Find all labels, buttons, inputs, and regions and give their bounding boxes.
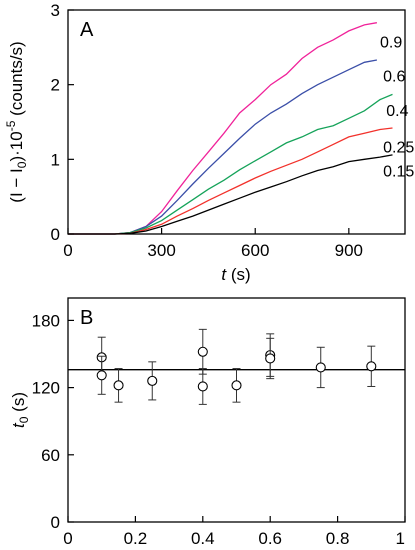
- panel-b-x-tick-label: 0.2: [124, 529, 148, 548]
- panel-a-frame: [67, 9, 406, 235]
- panel-a-x-axis-var: t: [221, 265, 227, 284]
- panel-b-x-tick-label: 0.4: [191, 529, 215, 548]
- data-point: [113, 380, 124, 391]
- series-line-0.15: [68, 154, 393, 235]
- panel-a-y-ticks: 0 1 2 3: [51, 1, 74, 244]
- panel-b-y-label-sub: 0: [17, 416, 31, 423]
- series-label-0.4: 0.4: [386, 103, 408, 120]
- data-point: [231, 380, 242, 391]
- panel-a-x-axis-label: t (s): [221, 265, 250, 284]
- series-label-0.6: 0.6: [383, 69, 405, 86]
- panel-a-y-tick-label: 0: [51, 225, 60, 244]
- panel-b-y-label-unit: (s): [9, 392, 28, 417]
- data-point: [366, 361, 377, 372]
- panel-a-y-tick-label: 1: [51, 150, 60, 169]
- data-point: [265, 353, 276, 364]
- panel-a-series-group: 0.9 0.6 0.4 0.25 0.15: [68, 22, 414, 235]
- panel-b-x-tick-label: 0.6: [258, 529, 282, 548]
- panel-a-x-tick-label: 0: [63, 241, 72, 260]
- panel-b-points-group: [68, 328, 405, 405]
- series-label-0.9: 0.9: [380, 34, 402, 51]
- panel-a: A 0.9 0.6 0.4 0.25 0.15 0 300 600 900 0 1 2 3 t (s…: [4, 1, 414, 284]
- panel-a-x-tick-label: 900: [335, 241, 363, 260]
- panel-a-y-axis-label: (I − I0)·10-5 (counts/s): [4, 41, 29, 202]
- panel-a-y-label-part-a: (I: [7, 192, 26, 202]
- panel-a-y-tick-label: 3: [51, 1, 60, 20]
- panel-a-y-tick-label: 2: [51, 76, 60, 95]
- panel-b-y-label-var: t: [9, 422, 28, 428]
- panel-b-y-tick-label: 60: [41, 446, 60, 465]
- data-point: [197, 381, 208, 392]
- panel-b-y-tick-label: 180: [32, 311, 60, 330]
- panel-b-x-tick-label: 0.8: [326, 529, 350, 548]
- panel-a-x-tick-label: 300: [147, 241, 175, 260]
- panel-b-y-tick-label: 120: [32, 379, 60, 398]
- series-label-0.25: 0.25: [383, 140, 414, 157]
- series-line-0.4: [68, 93, 393, 235]
- panel-b-x-tick-label: 1: [396, 529, 405, 548]
- panel-a-y-label-sub: 0: [15, 161, 29, 168]
- panel-b-y-ticks: 0 60 120 180: [32, 311, 74, 532]
- panel-a-x-axis-unit: (s): [226, 265, 251, 284]
- panel-a-y-label-part-b: − I: [7, 168, 26, 192]
- panel-b-x-ticks: 0 0.2 0.4 0.6 0.8 1: [63, 516, 406, 548]
- panel-b-y-tick-label: 0: [51, 513, 60, 532]
- data-point: [197, 346, 208, 357]
- data-point: [96, 370, 107, 381]
- series-line-0.25: [68, 127, 393, 235]
- panel-a-letter: A: [80, 19, 94, 41]
- panel-b-frame: [67, 297, 406, 523]
- series-line-0.6: [68, 59, 378, 235]
- panel-b-letter: B: [80, 307, 93, 329]
- panel-a-x-ticks: 0 300 600 900: [63, 228, 363, 260]
- panel-b-y-axis-label: t0 (s): [9, 392, 31, 428]
- panel-a-y-label-exp: -5: [4, 120, 18, 131]
- panel-a-y-label-part-d: (counts/s): [7, 41, 26, 120]
- series-label-0.15: 0.15: [383, 164, 414, 181]
- panel-b-x-tick-label: 0: [63, 529, 72, 548]
- data-point: [147, 375, 158, 386]
- panel-a-x-tick-label: 600: [241, 241, 269, 260]
- panel-a-y-label-part-c: )·10: [7, 131, 26, 161]
- series-line-0.9: [68, 22, 378, 235]
- data-point: [315, 362, 326, 373]
